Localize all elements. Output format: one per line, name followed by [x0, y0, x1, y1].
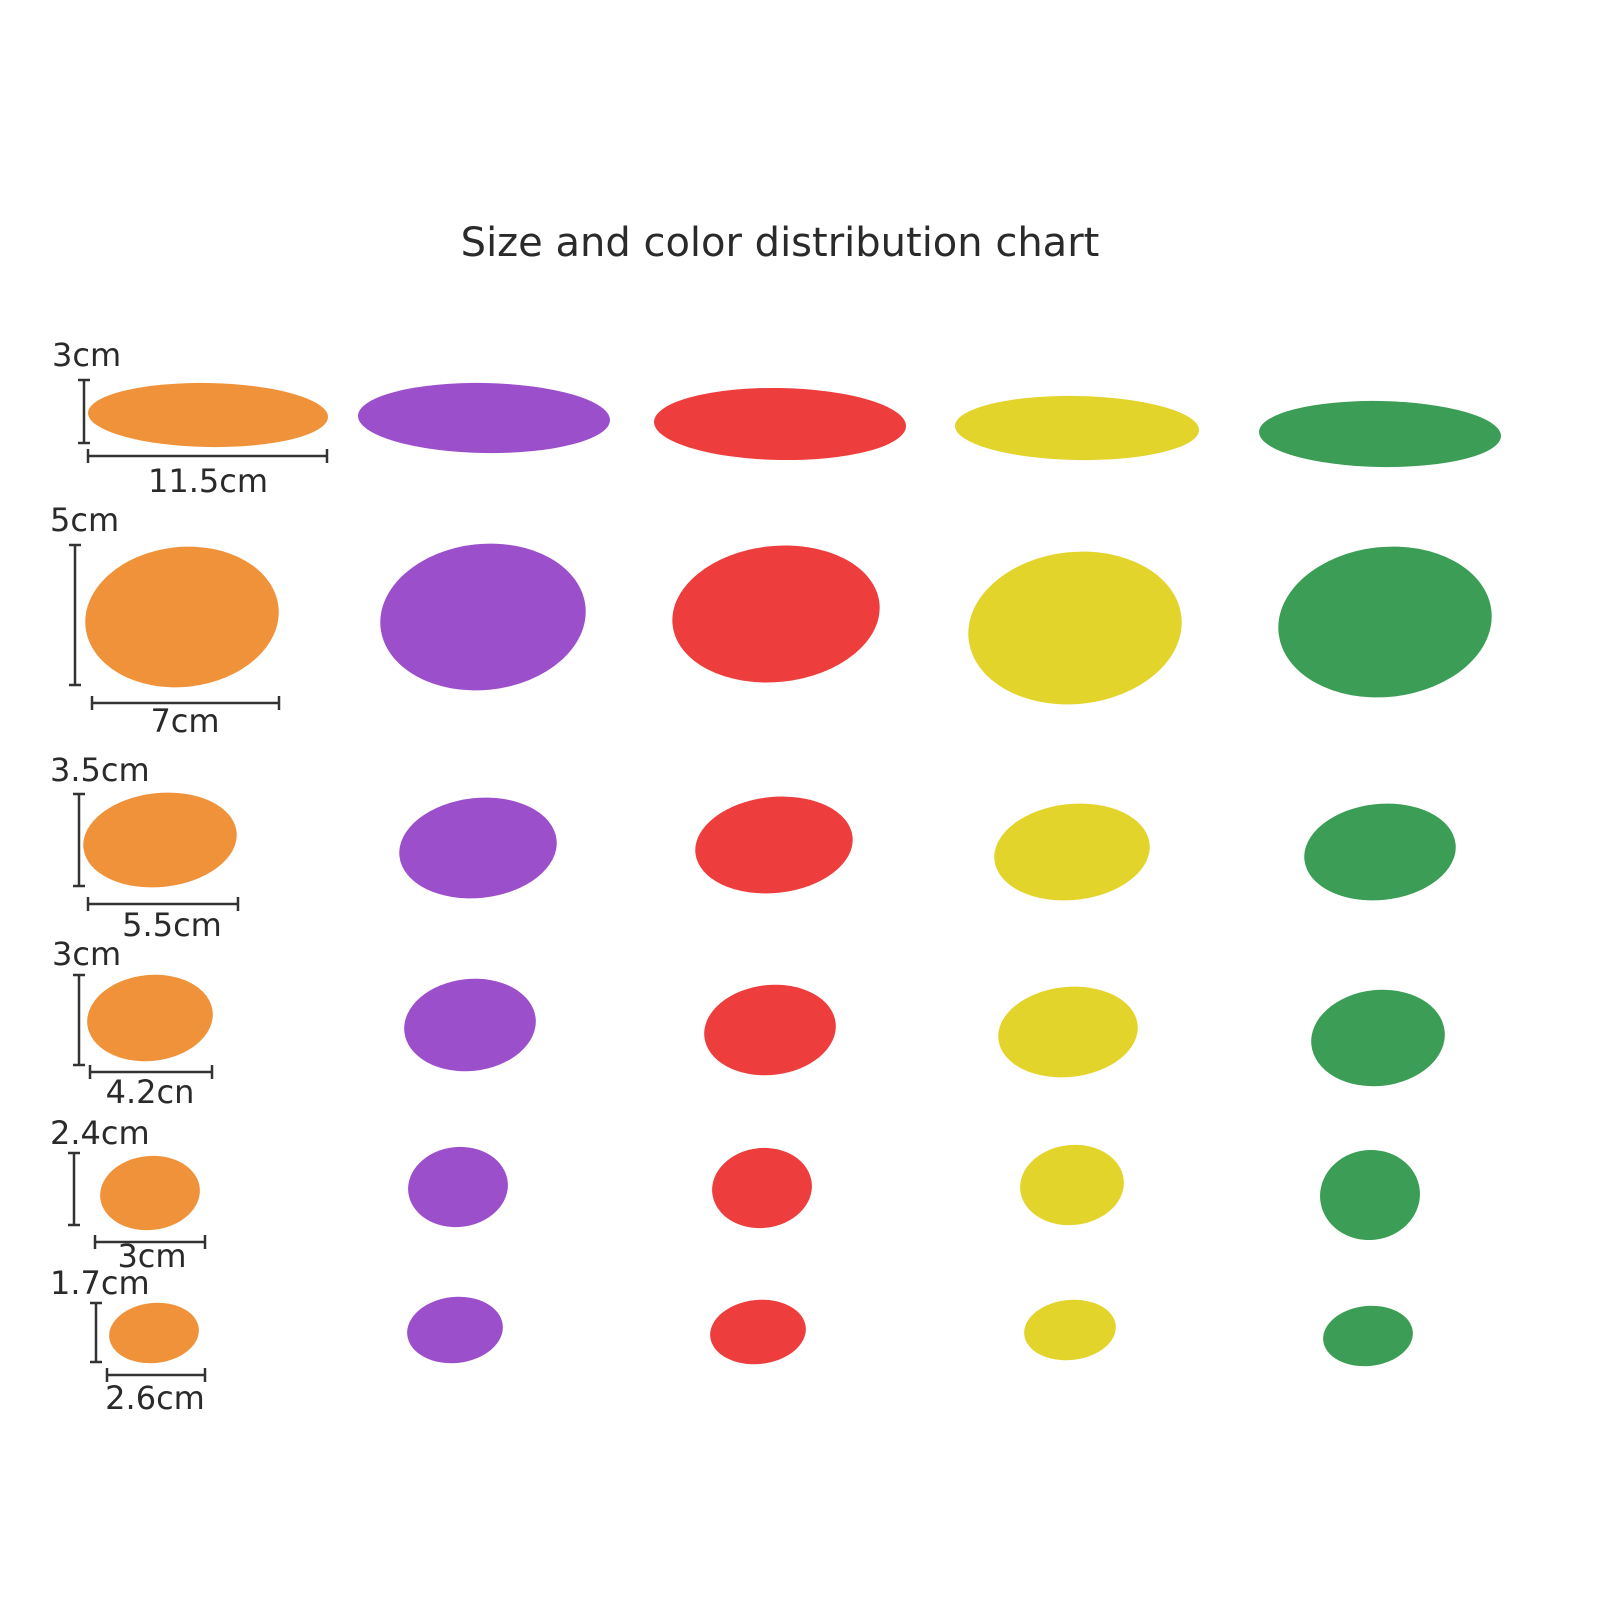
stone [83, 792, 237, 888]
width-label: 11.5cm [148, 462, 268, 500]
stone [712, 1147, 812, 1229]
stone [998, 986, 1138, 1078]
stone [109, 1302, 199, 1364]
title: Size and color distribution chart [461, 220, 1100, 266]
stone [955, 395, 1199, 461]
stone [407, 1296, 503, 1364]
stone [1024, 1299, 1116, 1361]
stone [704, 984, 836, 1076]
stone [710, 1299, 806, 1365]
width-label: 7cm [150, 702, 219, 740]
height-label: 3.5cm [50, 751, 150, 789]
height-label: 5cm [50, 501, 119, 539]
stone [1278, 546, 1492, 698]
stone [408, 1146, 508, 1228]
stone [399, 797, 557, 899]
stone [1311, 989, 1445, 1087]
stone [1320, 1149, 1420, 1241]
stone [380, 543, 586, 691]
stone [88, 382, 328, 448]
width-label: 5.5cm [122, 906, 222, 944]
stone [1259, 400, 1501, 468]
stone [87, 974, 213, 1062]
stone [1304, 803, 1456, 901]
stone [404, 978, 536, 1072]
height-label: 3cm [52, 935, 121, 973]
height-label: 3cm [52, 336, 121, 374]
stone [994, 803, 1150, 901]
height-label: 2.4cm [50, 1114, 150, 1152]
width-label: 4.2cn [106, 1073, 195, 1111]
width-label: 2.6cm [105, 1379, 205, 1417]
stone [1020, 1144, 1124, 1226]
height-label: 1.7cm [50, 1264, 150, 1302]
stone [695, 796, 853, 894]
stone [654, 387, 906, 461]
stone [85, 546, 279, 688]
stone [968, 551, 1182, 705]
stone [672, 545, 880, 683]
stone [358, 382, 610, 454]
stone [1323, 1305, 1413, 1367]
stone [100, 1155, 200, 1231]
width-label: 3cm [117, 1237, 186, 1275]
